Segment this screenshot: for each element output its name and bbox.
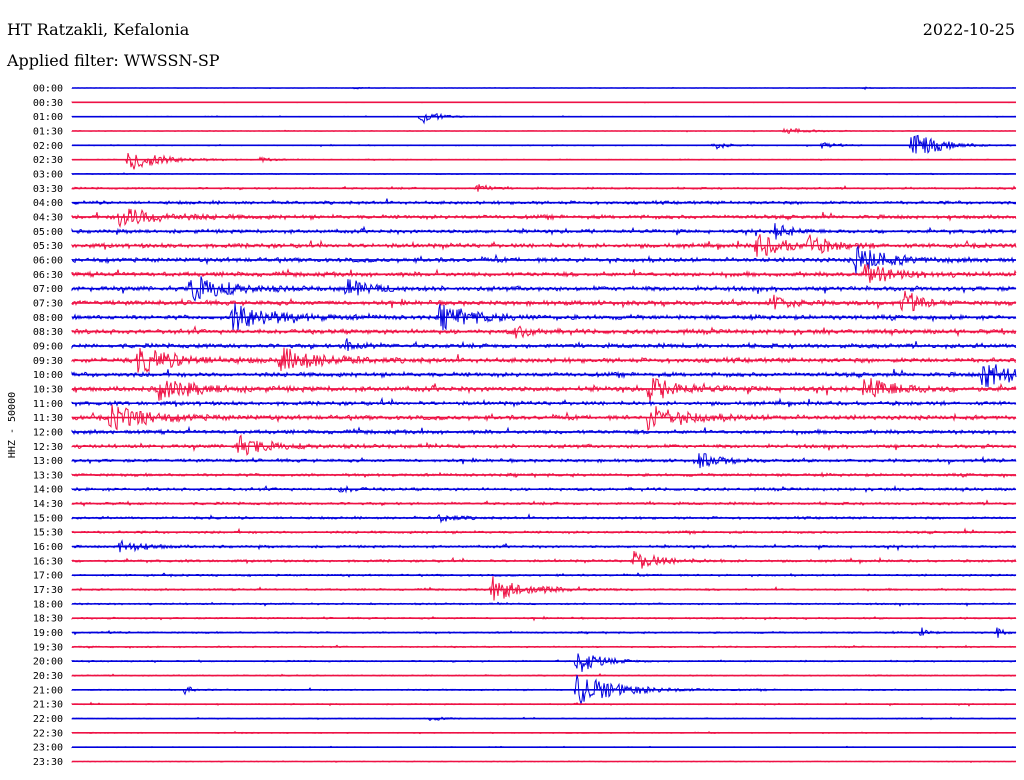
- time-tick-label: 04:30: [33, 212, 63, 223]
- time-tick-label: 13:30: [33, 470, 63, 481]
- trace-row: [71, 576, 1017, 601]
- time-tick-label: 10:00: [33, 370, 63, 381]
- filter-label: Applied filter: WWSSN-SP: [7, 51, 220, 70]
- time-tick-label: 17:30: [33, 585, 63, 596]
- trace-row: [71, 198, 1017, 206]
- time-tick-label: 15:30: [33, 528, 63, 539]
- time-tick-label: 06:00: [33, 255, 63, 266]
- trace-row: [71, 425, 1017, 436]
- trace-row: [71, 112, 1017, 125]
- time-tick-label: 21:00: [33, 685, 63, 696]
- time-tick-label: 15:00: [33, 513, 63, 524]
- time-tick-label: 08:30: [33, 327, 63, 338]
- time-tick-label: 05:30: [33, 241, 63, 252]
- time-tick-label: 21:30: [33, 700, 63, 711]
- trace-row: [71, 434, 1017, 456]
- time-tick-label: 10:30: [33, 384, 63, 395]
- time-tick-label: 23:00: [33, 743, 63, 754]
- time-tick-label: 09:30: [33, 356, 63, 367]
- time-tick-label: 13:00: [33, 456, 63, 467]
- time-tick-label: 04:00: [33, 198, 63, 209]
- y-axis-label: HHZ - 50000: [7, 392, 18, 458]
- time-tick-label: 08:00: [33, 313, 63, 324]
- time-tick-label: 11:00: [33, 399, 63, 410]
- time-tick-label: 22:00: [33, 714, 63, 725]
- time-tick-label: 14:00: [33, 485, 63, 496]
- date-label: 2022-10-25: [922, 20, 1015, 39]
- time-tick-label: 00:00: [33, 84, 63, 95]
- time-tick-label: 05:00: [33, 227, 63, 238]
- station-title: HT Ratzakli, Kefalonia: [7, 20, 190, 39]
- time-tick-label: 09:00: [33, 341, 63, 352]
- time-tick-label: 03:00: [33, 169, 63, 180]
- trace-row: [71, 550, 1017, 569]
- time-tick-label: 19:30: [33, 642, 63, 653]
- time-tick-label: 22:30: [33, 728, 63, 739]
- time-tick-label: 01:00: [33, 112, 63, 123]
- time-tick-label: 18:30: [33, 614, 63, 625]
- trace-row: [71, 364, 1017, 388]
- time-tick-label: 12:30: [33, 442, 63, 453]
- time-tick-label: 12:00: [33, 427, 63, 438]
- time-tick-label: 02:30: [33, 155, 63, 166]
- time-tick-label: 20:30: [33, 671, 63, 682]
- trace-row: [71, 152, 1017, 170]
- time-tick-label: 16:30: [33, 556, 63, 567]
- time-tick-label: 02:00: [33, 141, 63, 152]
- time-tick-label: 23:30: [33, 757, 63, 768]
- time-tick-label: 06:30: [33, 270, 63, 281]
- time-tick-label: 00:30: [33, 98, 63, 109]
- time-tick-label: 14:30: [33, 499, 63, 510]
- time-tick-label: 19:00: [33, 628, 63, 639]
- time-tick-label: 03:30: [33, 184, 63, 195]
- time-tick-label: 07:00: [33, 284, 63, 295]
- time-tick-label: 20:00: [33, 657, 63, 668]
- time-tick-label: 16:00: [33, 542, 63, 553]
- time-tick-label: 07:30: [33, 298, 63, 309]
- trace-row: [71, 290, 1017, 312]
- time-tick-label: 17:00: [33, 571, 63, 582]
- time-tick-label: 11:30: [33, 413, 63, 424]
- time-tick-label: 18:00: [33, 599, 63, 610]
- trace-row: [71, 338, 1017, 351]
- trace-row: [71, 134, 1017, 154]
- time-tick-label: 01:30: [33, 126, 63, 137]
- trace-row: [71, 653, 1017, 672]
